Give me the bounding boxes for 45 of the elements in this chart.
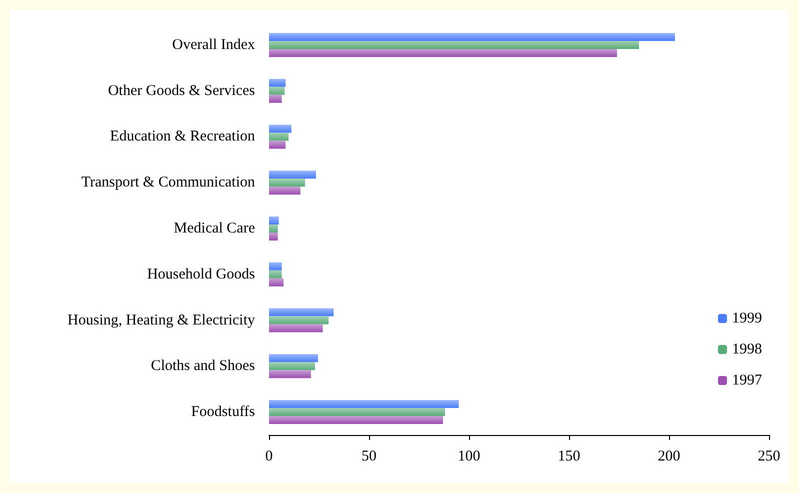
- x-tick-label: 200: [658, 448, 680, 464]
- bar: [269, 140, 286, 149]
- bar: [269, 308, 334, 316]
- y-tick-label: Transport & Communication: [81, 174, 256, 191]
- y-tick-label: Overall Index: [172, 36, 256, 53]
- bar: [269, 40, 639, 49]
- bar: [269, 32, 675, 41]
- bar: [269, 132, 289, 141]
- legend-label: 1998: [732, 342, 762, 358]
- bar: [269, 48, 617, 57]
- x-tick-label: 50: [362, 448, 376, 464]
- bar: [269, 262, 282, 270]
- bar: [269, 278, 284, 286]
- y-tick-label: Housing, Heating & Electricity: [68, 312, 256, 328]
- bar: [269, 78, 286, 87]
- bar: [269, 94, 282, 103]
- bar: [269, 170, 316, 179]
- bar: [269, 416, 443, 424]
- bar: [269, 224, 278, 232]
- bar: [269, 232, 278, 240]
- y-tick-label: Education & Recreation: [110, 128, 256, 145]
- bar: [269, 86, 285, 95]
- x-tick-label: 250: [758, 448, 780, 464]
- bar: [269, 324, 323, 332]
- y-tick-label: Medical Care: [174, 220, 256, 236]
- y-tick-label: Foodstuffs: [191, 404, 256, 420]
- x-tick-label: 100: [458, 448, 480, 464]
- bar: [269, 316, 329, 324]
- x-tick-label: 150: [558, 448, 580, 464]
- bar: [269, 178, 305, 187]
- bar: [269, 216, 279, 224]
- bar: [269, 270, 282, 278]
- bar: [269, 400, 459, 408]
- y-tick-label: Other Goods & Services: [108, 82, 256, 99]
- bar: [269, 354, 318, 362]
- bar: [269, 408, 445, 416]
- legend-label: 1999: [732, 310, 762, 326]
- bar: [269, 124, 292, 133]
- legend-label: 1997: [732, 372, 762, 388]
- bar: [269, 186, 300, 195]
- y-tick-label: Cloths and Shoes: [150, 358, 256, 374]
- x-tick-label: 0: [265, 448, 273, 464]
- bar: [269, 370, 311, 378]
- bar: [269, 362, 315, 370]
- y-tick-label: Household Goods: [147, 266, 256, 282]
